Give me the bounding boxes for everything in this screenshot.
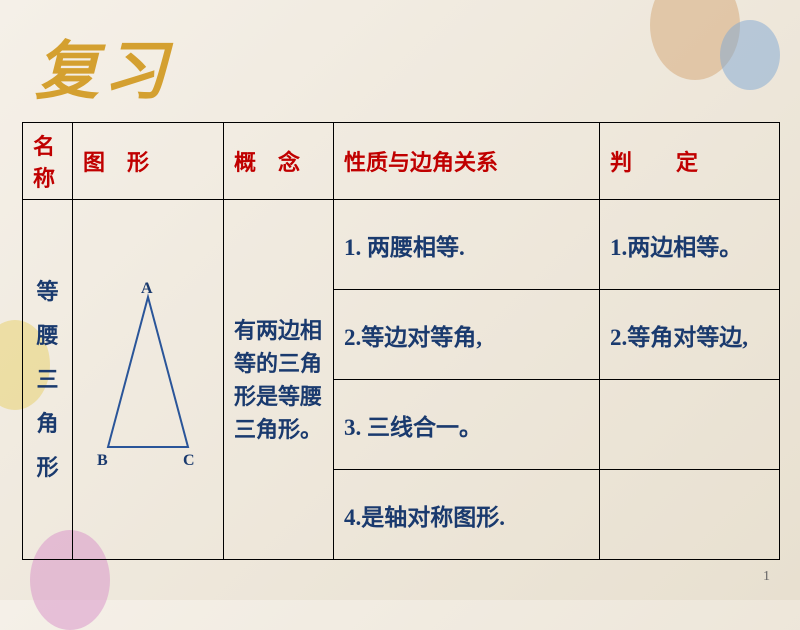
table-header-row: 名称 图 形 概 念 性质与边角关系 判 定 (23, 123, 780, 200)
header-figure: 图 形 (73, 123, 224, 200)
header-concept: 概 念 (224, 123, 334, 200)
property-2: 2.等边对等角, (334, 290, 600, 380)
name-text: 等腰三角形 (33, 270, 62, 490)
concept-cell: 有两边相等的三角形是等腰三角形。 (224, 200, 334, 560)
property-4: 4.是轴对称图形. (334, 470, 600, 560)
vertex-b: B (97, 452, 108, 469)
page-number: 1 (763, 569, 770, 585)
vertex-a: A (141, 280, 153, 297)
page-title: 复习 (35, 20, 171, 112)
row-name: 等腰三角形 (23, 200, 73, 560)
judgement-3 (600, 380, 780, 470)
table-row: 等腰三角形 A B C 有两边相等的三角形是等腰三角形。 1. 两腰相等. 1.… (23, 200, 780, 290)
judgement-4 (600, 470, 780, 560)
property-3: 3. 三线合一。 (334, 380, 600, 470)
header-name: 名称 (23, 123, 73, 200)
triangle-icon: A B C (83, 277, 213, 477)
judgement-2: 2.等角对等边, (600, 290, 780, 380)
judgement-1: 1.两边相等。 (600, 200, 780, 290)
figure-cell: A B C (73, 200, 224, 560)
header-judgement: 判 定 (600, 123, 780, 200)
header-property: 性质与边角关系 (334, 123, 600, 200)
vertex-c: C (183, 452, 195, 469)
property-1: 1. 两腰相等. (334, 200, 600, 290)
balloon-decor (720, 20, 780, 90)
triangle-shape (108, 297, 188, 447)
review-table: 名称 图 形 概 念 性质与边角关系 判 定 等腰三角形 A B C 有两边相等… (22, 122, 780, 560)
